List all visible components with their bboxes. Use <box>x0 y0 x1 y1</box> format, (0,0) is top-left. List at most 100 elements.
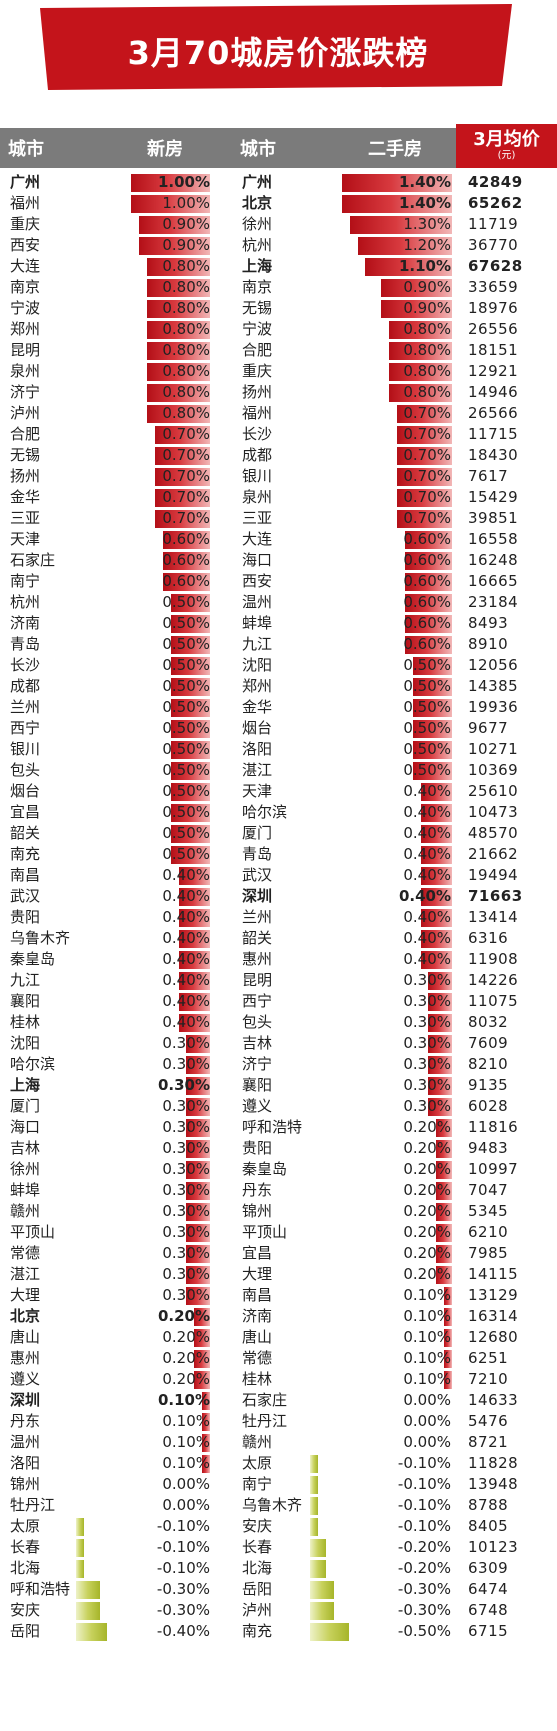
table-row: 南昌 0.40% 武汉 0.40% 19494 <box>0 865 557 886</box>
average-price: 6309 <box>468 1559 509 1577</box>
second-hand-city: 徐州 <box>242 215 273 233</box>
banner-shape <box>40 4 512 90</box>
header-city-new: 城市 <box>8 139 44 160</box>
new-house-change: 0.20% <box>162 1349 210 1367</box>
table-header: 城市 新房 城市 二手房 3月均价 (元) <box>0 124 557 168</box>
second-hand-city: 合肥 <box>242 341 273 359</box>
average-price: 26566 <box>468 404 519 422</box>
second-hand-change-bar <box>397 468 452 486</box>
new-house-change: 0.10% <box>162 1433 210 1451</box>
new-house-city: 北京 <box>10 1307 41 1325</box>
new-house-change: 0.40% <box>162 887 210 905</box>
second-hand-change: 0.60% <box>403 614 451 632</box>
new-house-change-bar <box>186 1182 210 1200</box>
second-hand-city: 济宁 <box>242 1055 273 1073</box>
new-house-change: 0.40% <box>162 950 210 968</box>
average-price: 21662 <box>468 845 519 863</box>
table-row: 贵阳 0.40% 兰州 0.40% 13414 <box>0 907 557 928</box>
second-hand-change: 0.50% <box>403 698 451 716</box>
second-hand-change: 0.40% <box>403 803 451 821</box>
second-hand-change-bar <box>405 594 452 612</box>
second-hand-change: 0.70% <box>403 467 451 485</box>
table-row: 岳阳 -0.40% 南充 -0.50% 6715 <box>0 1621 557 1642</box>
average-price: 9135 <box>468 1076 509 1094</box>
average-price: 39851 <box>468 509 519 527</box>
table-row: 桂林 0.40% 包头 0.30% 8032 <box>0 1012 557 1033</box>
new-house-city: 惠州 <box>10 1349 41 1367</box>
new-house-change-bar <box>163 531 210 549</box>
average-price: 12921 <box>468 362 519 380</box>
second-hand-change-bar <box>436 1203 452 1221</box>
new-house-change: 0.50% <box>162 614 210 632</box>
table-row: 海口 0.30% 呼和浩特 0.20% 11816 <box>0 1117 557 1138</box>
second-hand-city: 韶关 <box>242 929 273 947</box>
second-hand-city: 沈阳 <box>242 656 273 674</box>
average-price: 6210 <box>468 1223 509 1241</box>
second-hand-change: 0.20% <box>403 1139 451 1157</box>
second-hand-change-bar <box>421 930 452 948</box>
table-row: 沈阳 0.30% 吉林 0.30% 7609 <box>0 1033 557 1054</box>
second-hand-change-bar <box>310 1602 334 1620</box>
table-row: 西安 0.90% 杭州 1.20% 36770 <box>0 235 557 256</box>
average-price: 14115 <box>468 1265 519 1283</box>
second-hand-change-bar <box>413 657 452 675</box>
second-hand-change-bar <box>413 741 452 759</box>
second-hand-change: 0.10% <box>403 1307 451 1325</box>
table-row: 平顶山 0.30% 平顶山 0.20% 6210 <box>0 1222 557 1243</box>
table-row: 昆明 0.80% 合肥 0.80% 18151 <box>0 340 557 361</box>
table-row: 金华 0.70% 泉州 0.70% 15429 <box>0 487 557 508</box>
new-house-change-bar <box>163 573 210 591</box>
new-house-change: 0.80% <box>162 341 210 359</box>
new-house-change-bar <box>179 888 210 906</box>
new-house-city: 长春 <box>10 1538 41 1556</box>
table-row: 秦皇岛 0.40% 惠州 0.40% 11908 <box>0 949 557 970</box>
new-house-change-bar <box>147 384 210 402</box>
new-house-change-bar <box>155 426 210 444</box>
table-row: 包头 0.50% 湛江 0.50% 10369 <box>0 760 557 781</box>
new-house-change-bar <box>179 930 210 948</box>
second-hand-change-bar <box>436 1182 452 1200</box>
second-hand-city: 牡丹江 <box>242 1412 288 1430</box>
second-hand-change-bar <box>413 678 452 696</box>
second-hand-change-bar <box>397 405 452 423</box>
second-hand-change: 0.20% <box>403 1265 451 1283</box>
average-price: 8032 <box>468 1013 509 1031</box>
new-house-change-bar <box>147 321 210 339</box>
second-hand-city: 泸州 <box>242 1601 273 1619</box>
new-house-city: 合肥 <box>10 425 41 443</box>
average-price: 36770 <box>468 236 519 254</box>
new-house-change-bar <box>179 993 210 1011</box>
table-row: 南宁 0.60% 西安 0.60% 16665 <box>0 571 557 592</box>
second-hand-city: 石家庄 <box>242 1391 288 1409</box>
new-house-city: 长沙 <box>10 656 41 674</box>
new-house-change-bar <box>194 1350 210 1368</box>
new-house-change: 0.20% <box>157 1307 210 1325</box>
second-hand-change: -0.10% <box>397 1517 451 1535</box>
second-hand-change-bar <box>310 1455 318 1473</box>
new-house-change-bar <box>194 1329 210 1347</box>
second-hand-city: 宜昌 <box>242 1244 273 1262</box>
table-row: 呼和浩特 -0.30% 岳阳 -0.30% 6474 <box>0 1579 557 1600</box>
new-house-change: 1.00% <box>162 194 210 212</box>
new-house-change-bar <box>155 468 210 486</box>
table-row: 福州 1.00% 北京 1.40% 65262 <box>0 193 557 214</box>
second-hand-change: 1.40% <box>398 173 451 191</box>
new-house-city: 丹东 <box>10 1412 41 1430</box>
new-house-change: 0.40% <box>162 992 210 1010</box>
new-house-change-bar <box>171 825 210 843</box>
new-house-change-bar <box>171 678 210 696</box>
second-hand-change-bar <box>428 972 452 990</box>
new-house-change-bar <box>186 1119 210 1137</box>
new-house-change-bar <box>186 1245 210 1263</box>
new-house-city: 银川 <box>10 740 41 758</box>
second-hand-change: 0.40% <box>403 866 451 884</box>
new-house-change-bar <box>171 804 210 822</box>
table-row: 惠州 0.20% 常德 0.10% 6251 <box>0 1348 557 1369</box>
second-hand-city: 深圳 <box>242 887 273 905</box>
second-hand-change-bar <box>428 1098 452 1116</box>
new-house-city: 天津 <box>10 530 41 548</box>
new-house-change: 0.30% <box>162 1118 210 1136</box>
table-row: 长沙 0.50% 沈阳 0.50% 12056 <box>0 655 557 676</box>
second-hand-city: 乌鲁木齐 <box>242 1496 303 1514</box>
new-house-change-bar <box>171 699 210 717</box>
